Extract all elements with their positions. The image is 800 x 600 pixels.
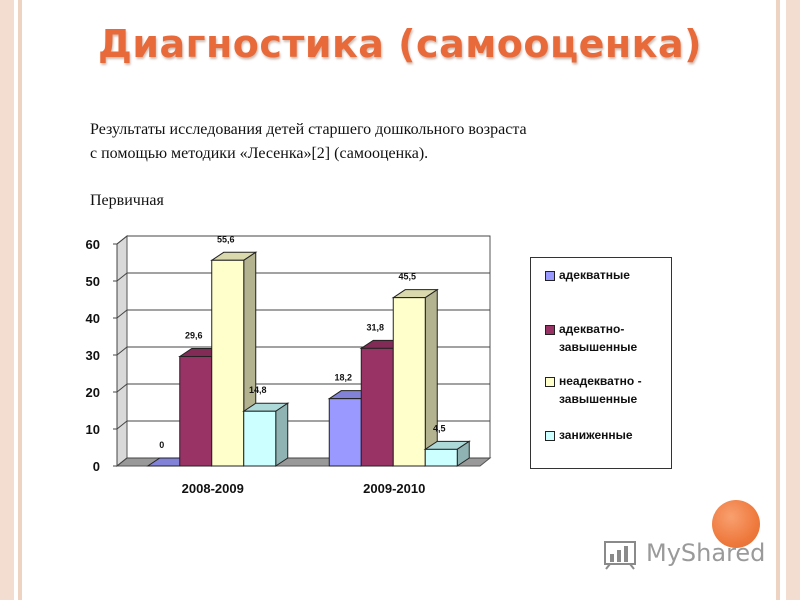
- data-label: 14,8: [249, 385, 267, 395]
- gridline: [116, 235, 490, 245]
- bar: [328, 398, 362, 467]
- legend-label: заниженные: [559, 428, 633, 442]
- chart-legend: адекватные адекватно- завышенные неадекв…: [530, 257, 672, 469]
- bar: [360, 347, 394, 467]
- bar: [424, 448, 458, 467]
- data-label: 18,2: [334, 373, 352, 383]
- legend-label-line2: завышенные: [559, 392, 638, 406]
- y-tick-label: 20: [86, 385, 100, 400]
- data-label: 45,5: [398, 272, 416, 282]
- slide-title: Диагностика (самооценка): [98, 22, 702, 66]
- legend-swatch: [545, 325, 555, 335]
- chart-logo-icon: [604, 541, 636, 570]
- legend-label: адекватные: [559, 268, 630, 282]
- y-tick-label: 40: [86, 311, 100, 326]
- y-tick-label: 60: [86, 237, 100, 252]
- legend-item-adequate: адекватные: [545, 266, 669, 284]
- y-tick-label: 30: [86, 348, 100, 363]
- bar: [211, 259, 245, 467]
- legend-item-low: заниженные: [545, 426, 669, 444]
- gridline: [116, 272, 490, 282]
- bar: [243, 410, 277, 467]
- gridline: [116, 309, 490, 319]
- bar: [392, 297, 426, 467]
- legend-swatch: [545, 271, 555, 281]
- left-frame-decoration: [0, 0, 32, 600]
- description-line-1: Результаты исследования детей старшего д…: [90, 121, 527, 138]
- data-label: 4,5: [433, 423, 446, 433]
- data-label: 31,8: [366, 322, 384, 332]
- legend-swatch: [545, 431, 555, 441]
- y-tick-label: 50: [86, 274, 100, 289]
- bar: [179, 355, 213, 467]
- legend-swatch: [545, 377, 555, 387]
- legend-item-inadequate-high: неадекватно - завышенные: [545, 372, 669, 408]
- legend-label: неадекватно -: [559, 374, 642, 388]
- watermark-text: MyShared: [646, 539, 766, 567]
- description-line-2: с помощью методики «Лесенка»[2] (самооце…: [90, 145, 429, 162]
- bar-side-face: [424, 288, 438, 467]
- decorative-orange-circle: [712, 500, 760, 548]
- legend-item-adequate-high: адекватно- завышенные: [545, 320, 669, 356]
- right-frame-decoration: [764, 0, 800, 600]
- chart-subheading: Первичная: [90, 192, 164, 209]
- data-label: 55,6: [217, 234, 235, 244]
- x-category-label: 2008-2009: [182, 481, 244, 496]
- x-category-label: 2009-2010: [363, 481, 425, 496]
- description-text: Результаты исследования детей старшего д…: [90, 118, 650, 166]
- bar-side-face: [275, 402, 289, 467]
- data-label: 29,6: [185, 330, 203, 340]
- y-tick-label: 0: [93, 459, 100, 474]
- y-tick-label: 10: [86, 422, 100, 437]
- legend-label-line2: завышенные: [559, 340, 638, 354]
- data-label: 0: [159, 440, 164, 450]
- legend-label: адекватно-: [559, 322, 625, 336]
